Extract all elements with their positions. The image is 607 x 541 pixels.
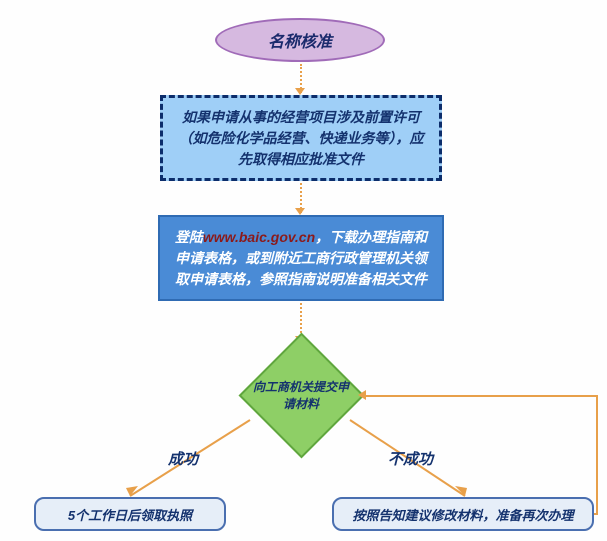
download-url: www.baic.gov.cn — [203, 229, 315, 245]
node-download-label: 登陆www.baic.gov.cn，下载办理指南和申请表格，或到附近工商行政管理… — [172, 227, 430, 290]
edge-prereq-download-head — [295, 208, 305, 215]
edge-fail-label: 不成功 — [388, 448, 433, 469]
flowchart-canvas: 名称核准 如果申请从事的经营项目涉及前置许可（如危险化学品经营、快递业务等），应… — [0, 0, 607, 541]
edge-loop-head — [358, 390, 366, 400]
edge-success-label: 成功 — [168, 448, 198, 469]
download-pre: 登陆 — [175, 229, 203, 245]
node-start: 名称核准 — [215, 18, 385, 62]
edge-loop-bottom-horiz — [594, 513, 598, 515]
node-prereq-label: 如果申请从事的经营项目涉及前置许可（如危险化学品经营、快递业务等），应先取得相应… — [177, 107, 425, 170]
node-success: 5个工作日后领取执照 — [34, 497, 226, 531]
edge-loop-right-vert — [596, 395, 598, 515]
node-start-label: 名称核准 — [268, 28, 332, 52]
node-fail-label: 按照告知建议修改材料，准备再次办理 — [352, 505, 573, 524]
node-success-label: 5个工作日后领取执照 — [68, 505, 192, 524]
edge-loop-top-horiz — [364, 395, 598, 397]
node-download: 登陆www.baic.gov.cn，下载办理指南和申请表格，或到附近工商行政管理… — [158, 215, 444, 301]
edge-start-prereq-head — [295, 88, 305, 95]
decision-text: 向工商机关提交申请材料 — [250, 378, 352, 412]
node-prereq: 如果申请从事的经营项目涉及前置许可（如危险化学品经营、快递业务等），应先取得相应… — [160, 95, 442, 181]
node-fail: 按照告知建议修改材料，准备再次办理 — [332, 497, 594, 531]
